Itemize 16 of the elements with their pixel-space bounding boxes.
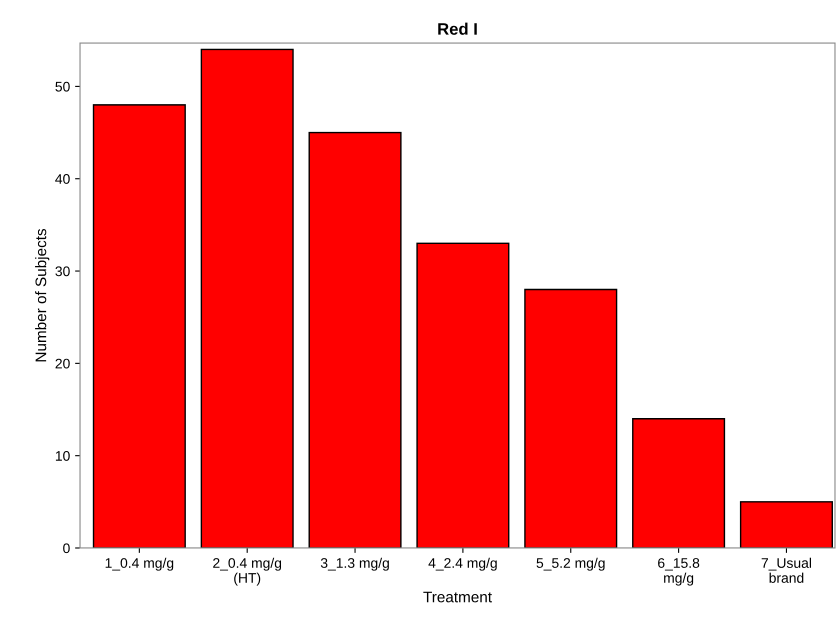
- x-axis-title: Treatment: [423, 592, 492, 602]
- y-tick-label: 10: [56, 451, 70, 461]
- y-tick-label: 30: [55, 266, 70, 276]
- x-tick-label: 5_5.2 mg/g: [536, 558, 605, 571]
- x-tick-label: 2_0.4 mg/g (HT): [213, 558, 282, 586]
- x-tick-label: 4_2.4 mg/g: [428, 558, 497, 571]
- x-tick-label: 6_15.8 mg/g: [658, 558, 700, 586]
- x-tick-label: 3_1.3 mg/g: [320, 558, 389, 571]
- chart-title: Red I: [438, 22, 477, 35]
- x-tick-label: 1_0.4 mg/g: [106, 558, 174, 571]
- y-tick-label: 0: [63, 543, 70, 554]
- y-tick-label: 40: [55, 174, 70, 184]
- y-tick-label: 50: [55, 82, 70, 92]
- y-tick-label: 20: [56, 358, 70, 369]
- y-axis-title: Number of Subjects: [35, 228, 50, 362]
- x-tick-label: 7_Usual brand: [762, 558, 811, 583]
